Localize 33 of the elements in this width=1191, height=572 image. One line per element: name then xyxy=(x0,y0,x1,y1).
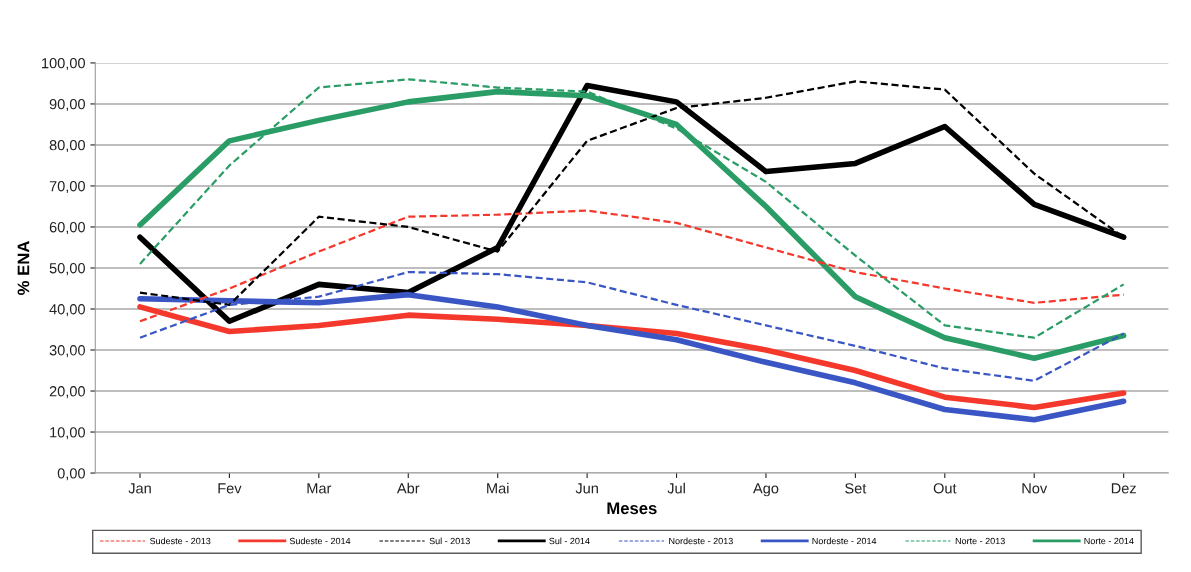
y-tick-label: 50,00 xyxy=(49,263,85,276)
y-tick-label: 80,00 xyxy=(49,140,85,153)
x-tick-label: Nov xyxy=(1022,483,1048,494)
y-tick-label: 0,00 xyxy=(57,468,85,481)
x-tick-label: Ago xyxy=(753,483,779,497)
y-tick-label: 10,00 xyxy=(50,427,85,440)
legend-label: Nordeste - 2014 xyxy=(812,537,877,545)
x-tick-label: Abr xyxy=(396,482,420,494)
y-axis-title: % ENA xyxy=(17,241,30,295)
legend-label: Nordeste - 2013 xyxy=(669,537,733,545)
x-tick-label: Out xyxy=(933,483,957,494)
legend-label: Sudeste - 2014 xyxy=(289,537,351,545)
legend-label: Sul - 2013 xyxy=(429,537,470,545)
y-tick-label: 60,00 xyxy=(49,222,85,235)
legend-label: Norte - 2014 xyxy=(1084,537,1134,545)
x-tick-label: Set xyxy=(845,483,867,494)
x-tick-label: Jul xyxy=(667,482,685,494)
y-tick-label: 90,00 xyxy=(49,99,85,112)
y-tick-label: 70,00 xyxy=(49,181,85,194)
legend-label: Sul - 2014 xyxy=(549,537,590,545)
legend-label: Sudeste - 2013 xyxy=(149,537,211,545)
x-tick-label: Mai xyxy=(487,482,509,494)
x-tick-label: Jan xyxy=(128,483,151,494)
x-tick-label: Dez xyxy=(1111,483,1136,494)
x-tick-label: Jun xyxy=(575,483,598,494)
legend-label: Norte - 2013 xyxy=(955,537,1005,545)
y-tick-label: 100,00 xyxy=(42,58,85,71)
y-tick-label: 40,00 xyxy=(49,304,85,317)
x-tick-label: Fev xyxy=(218,483,242,494)
x-tick-label: Mar xyxy=(307,483,332,494)
y-tick-label: 30,00 xyxy=(49,345,85,358)
x-axis-title: Meses xyxy=(607,502,657,515)
y-tick-label: 20,00 xyxy=(49,386,85,399)
